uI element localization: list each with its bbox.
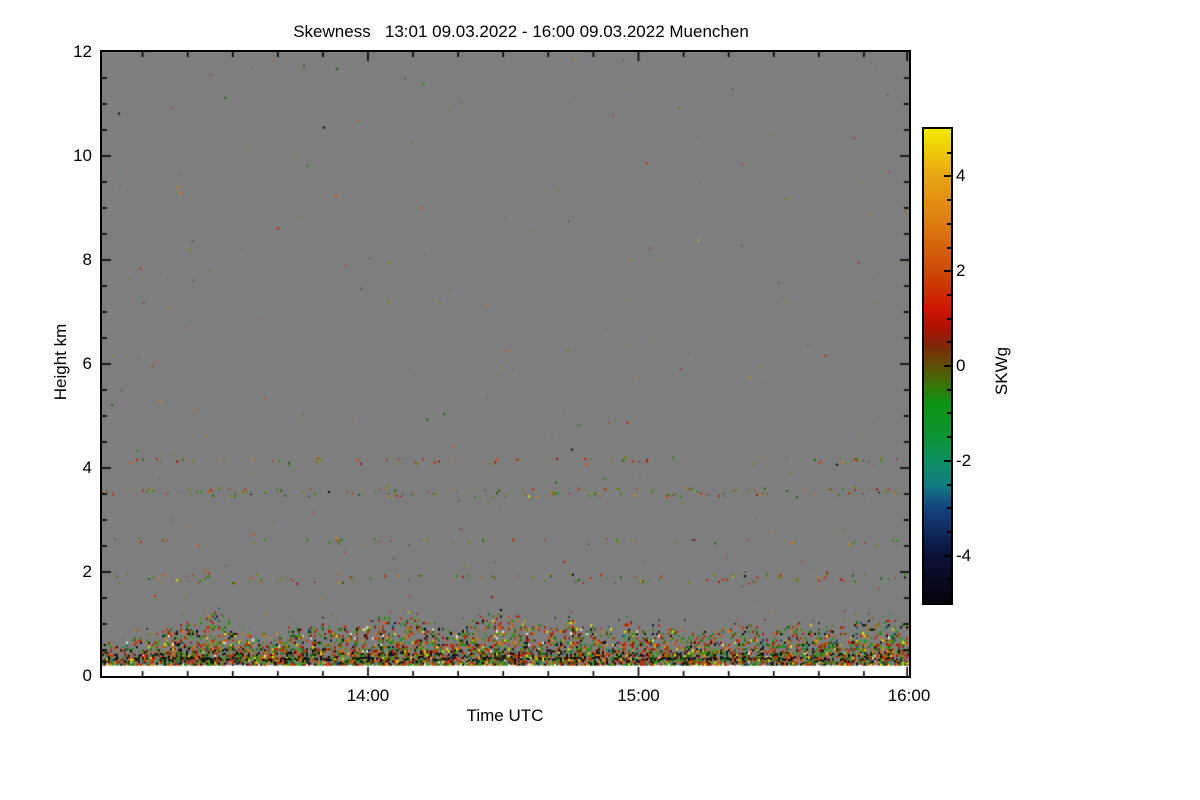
x-tick-label: 14:00 — [346, 686, 390, 705]
colorbar-major-tick — [944, 270, 951, 273]
heatmap-canvas — [102, 52, 909, 676]
colorbar-minor-tick — [947, 246, 951, 249]
colorbar-minor-tick — [947, 151, 951, 154]
x-axis-label: Time UTC — [466, 706, 544, 725]
chart-title: Skewness 13:01 09.03.2022 - 16:00 09.03.… — [293, 22, 749, 41]
y-tick-label: 4 — [82, 458, 92, 477]
colorbar — [922, 127, 953, 605]
colorbar-tick-label: 2 — [956, 261, 966, 281]
colorbar-minor-tick — [947, 530, 951, 533]
plot-area — [100, 50, 911, 678]
y-tick-label: 2 — [82, 562, 92, 581]
x-tick-label: 15:00 — [617, 686, 660, 705]
colorbar-major-tick — [944, 554, 951, 557]
y-tick-label: 6 — [82, 354, 92, 373]
colorbar-tick-label: -4 — [956, 545, 972, 565]
colorbar-minor-tick — [947, 412, 951, 415]
colorbar-minor-tick — [947, 436, 951, 439]
colorbar-minor-tick — [947, 317, 951, 320]
colorbar-tick-label: 4 — [956, 166, 966, 186]
colorbar-minor-tick — [947, 199, 951, 202]
colorbar-minor-tick — [947, 507, 951, 510]
y-tick-label: 8 — [82, 250, 92, 269]
colorbar-title: SKWg — [992, 346, 1011, 396]
y-axis-label: Height km — [51, 323, 70, 401]
x-tick-label: 16:00 — [887, 686, 931, 705]
colorbar-major-tick — [944, 459, 951, 462]
colorbar-minor-tick — [947, 293, 951, 296]
colorbar-tick-label: -2 — [956, 450, 972, 470]
y-tick-label: 10 — [73, 146, 92, 165]
colorbar-tick-label: 0 — [956, 356, 966, 375]
colorbar-minor-tick — [947, 222, 951, 225]
y-tick-label: 12 — [73, 42, 92, 61]
colorbar-minor-tick — [947, 578, 951, 581]
colorbar-minor-tick — [947, 388, 951, 391]
colorbar-major-tick — [944, 365, 951, 367]
colorbar-minor-tick — [947, 483, 951, 486]
colorbar-major-tick — [944, 175, 951, 178]
y-tick-label: 0 — [82, 666, 92, 685]
colorbar-minor-tick — [947, 341, 951, 344]
